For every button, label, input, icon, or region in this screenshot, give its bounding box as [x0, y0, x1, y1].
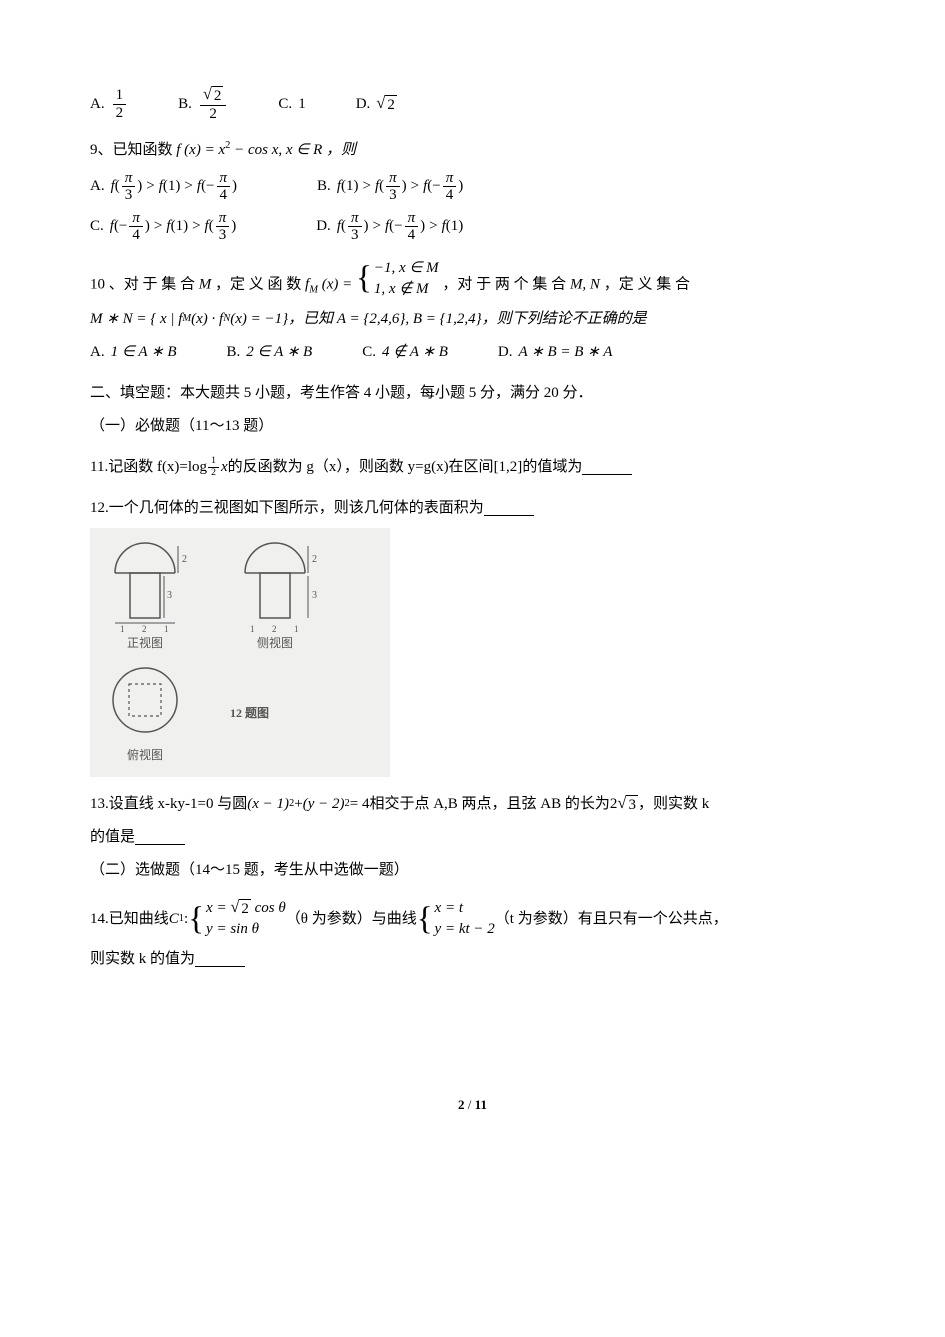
section2-sub2: （二）选做题（14～15 题，考生从中选做一题）: [90, 857, 855, 884]
figure-caption: 12 题图: [230, 703, 269, 725]
side-view-svg: 2 3 1 2 1: [230, 538, 320, 633]
sqrt: √2: [376, 95, 397, 114]
svg-text:2: 2: [312, 554, 317, 565]
q9-opt-b: B. f(1) > f(π3) > f(−π4): [317, 170, 463, 204]
q9-options-row1: A. f(π3) > f(1) > f(−π4) B. f(1) > f(π3)…: [90, 170, 855, 204]
fraction: 1 2: [113, 87, 127, 121]
q13-line2: 的值是: [90, 824, 855, 851]
curve2-cases: { x = t y = kt − 2: [417, 898, 495, 940]
q10-line2: M ∗ N = { x | fM (x) · fN (x) = −1}，已知 A…: [90, 306, 855, 333]
q14-line1: 14.已知曲线 C1 : { x = √2 cos θ y = sin θ （θ…: [90, 898, 855, 940]
q9-opt-c: C. f(−π4) > f(1) > f(π3): [90, 210, 236, 244]
answer-blank: [582, 460, 632, 475]
page-footer: 2 / 11: [90, 1093, 855, 1116]
q9-stem: 9、已知函数 f (x) = x2 − cos x, x ∈ R ，则: [90, 137, 855, 164]
fraction: √2 2: [200, 86, 227, 123]
svg-text:1: 1: [164, 624, 169, 633]
svg-text:2: 2: [142, 624, 147, 633]
answer-blank: [195, 952, 245, 967]
front-view-svg: 2 3 1 2 1: [100, 538, 190, 633]
svg-text:3: 3: [167, 590, 172, 601]
q8-opt-a: A. 1 2: [90, 87, 128, 121]
q11: 11.记函数 f(x)= log 1 2 x 的反函数为 g（x），则函数 y=…: [90, 454, 855, 481]
svg-text:1: 1: [250, 624, 255, 633]
opt-label: D.: [356, 91, 371, 118]
q14-line2: 则实数 k 的值为: [90, 946, 855, 973]
opt-label: B.: [178, 91, 192, 118]
q10-opt-b: B. 2 ∈ A ∗ B: [227, 339, 313, 366]
q9-opt-a: A. f(π3) > f(1) > f(−π4): [90, 170, 237, 204]
side-view: 2 3 1 2 1 侧视图: [230, 538, 320, 655]
curve1-cases: { x = √2 cos θ y = sin θ: [188, 898, 286, 940]
q10-opt-d: D. A ∗ B = B ∗ A: [498, 339, 612, 366]
q12: 12.一个几何体的三视图如下图所示，则该几何体的表面积为: [90, 495, 855, 522]
q10-line1: 10 、对 于 集 合 M ，定 义 函 数 fM (x) = { −1, x …: [90, 258, 855, 300]
piecewise: { −1, x ∈ M 1, x ∉ M: [356, 258, 439, 300]
svg-text:2: 2: [272, 624, 277, 633]
front-view: 2 3 1 2 1 正视图: [100, 538, 190, 655]
q10-options: A. 1 ∈ A ∗ B B. 2 ∈ A ∗ B C. 4 ∉ A ∗ B D…: [90, 339, 855, 366]
q13-line1: 13.设直线 x-ky-1=0 与圆 (x − 1)2 + (y − 2)2 =…: [90, 791, 855, 818]
q10-opt-a: A. 1 ∈ A ∗ B: [90, 339, 177, 366]
q9-options-row2: C. f(−π4) > f(1) > f(π3) D. f(π3) > f(−π…: [90, 210, 855, 244]
top-view: 俯视图: [100, 660, 190, 767]
section2-title: 二、填空题：本大题共 5 小题，考生作答 4 小题，每小题 5 分，满分 20 …: [90, 380, 855, 407]
svg-text:3: 3: [312, 590, 317, 601]
q8-opt-d: D. √2: [356, 91, 397, 118]
opt-value: 1: [298, 91, 306, 118]
section2-sub1: （一）必做题（11～13 题）: [90, 413, 855, 440]
answer-blank: [135, 830, 185, 845]
answer-blank: [484, 501, 534, 516]
opt-label: A.: [90, 91, 105, 118]
top-view-svg: [100, 660, 190, 745]
svg-text:1: 1: [120, 624, 125, 633]
q9-opt-d: D. f(π3) > f(−π4) > f(1): [316, 210, 463, 244]
svg-text:2: 2: [182, 554, 187, 565]
opt-label: C.: [278, 91, 292, 118]
q12-figure: 2 3 1 2 1 正视图 2 3 1 2: [90, 528, 390, 777]
q10-opt-c: C. 4 ∉ A ∗ B: [362, 339, 448, 366]
q8-opt-b: B. √2 2: [178, 86, 228, 123]
q8-opt-c: C. 1: [278, 91, 305, 118]
q8-options: A. 1 2 B. √2 2 C. 1 D. √2: [90, 86, 855, 123]
svg-text:1: 1: [294, 624, 299, 633]
